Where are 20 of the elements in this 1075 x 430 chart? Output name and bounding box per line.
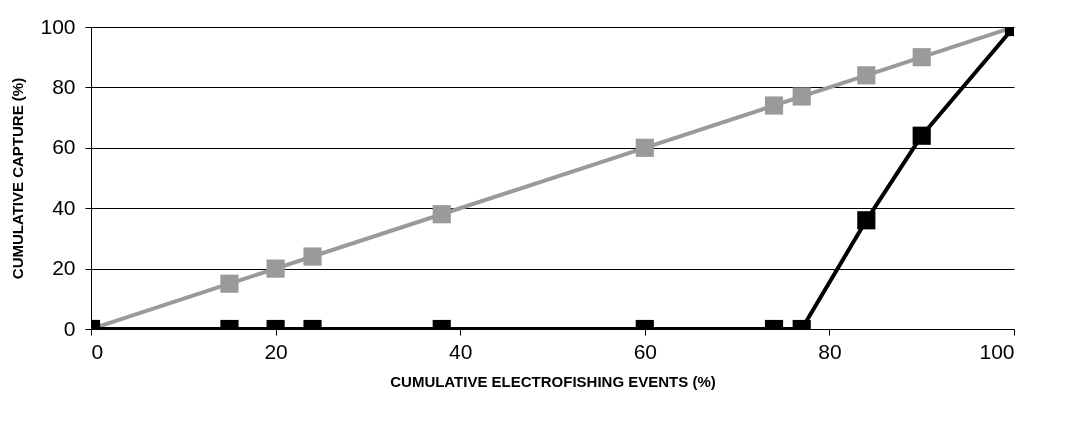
point: [857, 66, 876, 85]
point: [764, 96, 784, 115]
x-axis-title: CUMULATIVE ELECTROFISHING EVENTS (%): [390, 372, 716, 390]
y-tick-label: 20: [52, 256, 76, 280]
x-tick-label: 0: [91, 339, 104, 363]
point: [912, 126, 931, 145]
y-tick-label: 80: [52, 74, 76, 98]
point: [792, 87, 811, 106]
point: [912, 48, 931, 67]
y-axis-title: CUMULATIVE CAPTURE (%): [9, 77, 27, 280]
x-tick-label: 40: [449, 339, 473, 363]
point: [635, 138, 654, 157]
x-tick-label: 80: [818, 339, 842, 363]
y-tick-label: 40: [52, 195, 76, 219]
x-tick-label: 60: [633, 339, 657, 363]
y-tick-label: 100: [40, 14, 76, 38]
x-tick-label: 20: [264, 339, 288, 363]
x-tick-label: 100: [979, 339, 1015, 363]
y-tick-label: 60: [52, 135, 76, 159]
y-tick-label: 0: [63, 316, 76, 340]
